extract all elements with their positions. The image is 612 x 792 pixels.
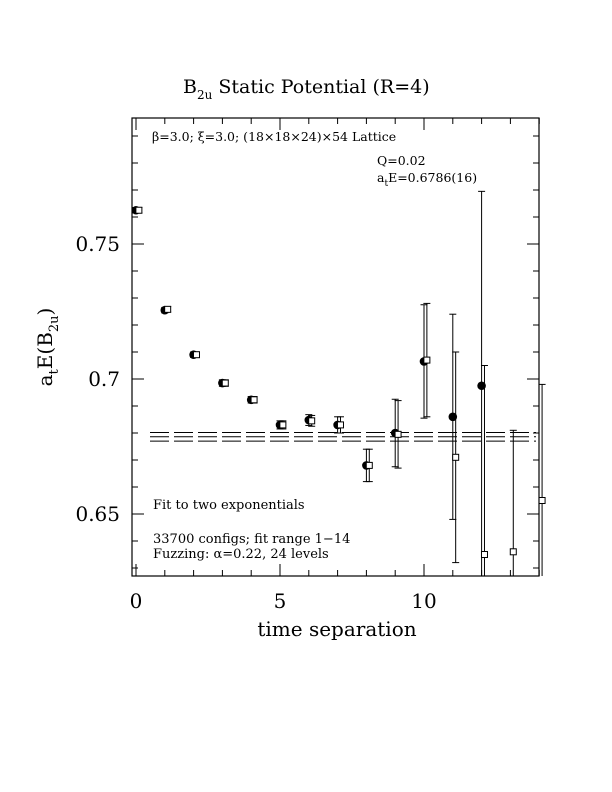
- data-point-square: [221, 379, 229, 387]
- data-point-square: [452, 453, 460, 461]
- tick-labels-layer: 0 5 10 0.65 0.7 0.75: [75, 232, 436, 613]
- data-point-square: [365, 461, 373, 469]
- data-point-square: [336, 421, 344, 429]
- ticks-layer: [132, 118, 540, 576]
- data-point-square: [135, 206, 143, 214]
- data-point-square: [164, 305, 172, 313]
- fit-annotation: Fit to two exponentials: [153, 498, 305, 513]
- lattice-annotation: β=3.0; ξ=3.0; (18×18×24)×54 Lattice: [152, 129, 396, 144]
- data-point-square: [394, 430, 402, 438]
- plot-frame: [131, 117, 540, 577]
- y-tick-label: 0.75: [75, 232, 120, 256]
- x-axis-label: time separation: [257, 617, 416, 641]
- ate-annotation: atE=0.6786(16): [377, 170, 477, 189]
- title-rest: Static Potential (R=4): [212, 76, 429, 98]
- data-point-square: [192, 351, 200, 359]
- data-point-square: [538, 497, 546, 504]
- y-tick-label: 0.65: [75, 502, 120, 526]
- fit-band: [150, 431, 536, 442]
- data-point-square: [308, 417, 316, 425]
- fuzzing-annotation: Fuzzing: α=0.22, 24 levels: [153, 547, 329, 562]
- title-subscript: 2u: [197, 88, 213, 102]
- x-tick-label: 5: [274, 589, 287, 613]
- q-annotation: Q=0.02: [377, 153, 426, 168]
- x-tick-label: 0: [130, 589, 143, 613]
- data-point-square: [480, 551, 488, 558]
- chart-title: B2u Static Potential (R=4): [183, 76, 430, 102]
- data-point-square: [279, 421, 287, 429]
- data-point-square: [250, 396, 258, 404]
- data-point-circle: [448, 412, 458, 422]
- data-point-square: [509, 548, 517, 556]
- x-tick-label: 10: [411, 589, 436, 613]
- data-point-square: [423, 356, 431, 364]
- points-layer: [131, 190, 546, 576]
- y-tick-label: 0.7: [88, 367, 120, 391]
- data-point-circle: [477, 381, 486, 391]
- configs-annotation: 33700 configs; fit range 1−14: [153, 532, 350, 547]
- y-axis-label: atE(B2u): [33, 308, 62, 387]
